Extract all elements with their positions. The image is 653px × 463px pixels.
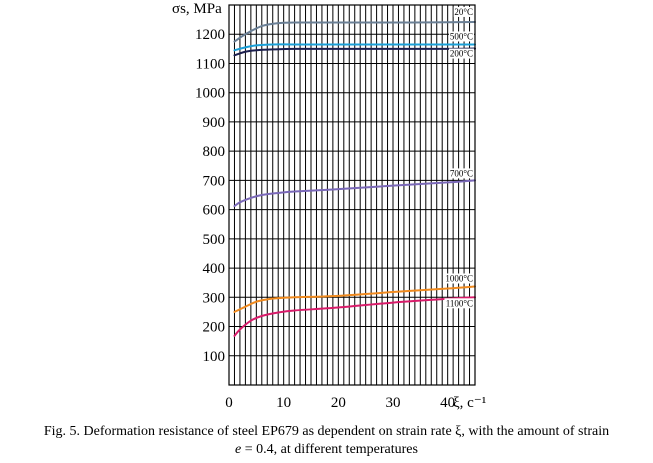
x-tick-labels: 0 10 20 30 40	[225, 395, 455, 411]
series-line	[233, 47, 476, 57]
y-tick-labels: 100 200 300 400 500 600 700 800 900 1000 1100 1200	[195, 27, 225, 365]
y-tick-label: 1000	[195, 86, 225, 102]
series-line	[233, 20, 476, 43]
x-tick-label: 30	[386, 395, 401, 411]
series-label-bg	[444, 273, 474, 284]
series-label-bg	[449, 48, 474, 59]
plot-frame	[228, 4, 476, 386]
x-tick-label: 40	[440, 395, 455, 411]
series-label: 20°C	[454, 7, 473, 17]
y-tick-label: 600	[203, 203, 226, 219]
series-label-bg	[449, 31, 474, 42]
caption-strain-variable: e	[235, 442, 242, 457]
y-tick-label: 400	[203, 261, 226, 277]
series-label-bg	[453, 6, 474, 17]
grid	[229, 5, 475, 385]
series-lines	[233, 20, 476, 337]
series-line	[233, 285, 476, 313]
x-tick-label: 20	[331, 395, 346, 411]
series-line	[233, 296, 476, 337]
x-tick-label: 10	[276, 395, 291, 411]
chart-svg: 100200300400500600700800900100011001200 …	[172, 1, 486, 411]
y-axis-label: σs, MPa	[172, 1, 222, 17]
x-axis-label: ξ, c⁻¹	[453, 395, 486, 411]
y-tick-label: 500	[203, 232, 226, 248]
y-tick-label: 100	[203, 349, 226, 365]
y-tick-label: 700	[203, 173, 226, 189]
series-label: 200°C	[450, 49, 473, 59]
y-tick-label: 800	[203, 144, 226, 160]
caption-line-1: Fig. 5. Deformation resistance of steel …	[43, 424, 610, 439]
series-line	[233, 43, 476, 52]
y-tick-label: 1100	[196, 56, 225, 72]
series-label: 700°C	[450, 168, 473, 178]
series-label-bg	[444, 298, 474, 309]
y-tick-label: 200	[203, 320, 226, 336]
series-label: 1100°C	[446, 298, 473, 308]
caption-line-2-rest: = 0.4, at different temperatures	[241, 442, 418, 457]
y-tick-label: 900	[203, 115, 226, 131]
series-labels: 20°C 500°C 200°C 700°C 1000°C 1100°C	[444, 6, 474, 309]
series-label-bg	[449, 168, 474, 179]
series-label: 1000°C	[445, 273, 473, 283]
chart-area: 100 200 300 400 500 600 700 800 900 1000 1100 1200 …	[172, 1, 486, 411]
x-tick-label: 0	[225, 395, 233, 411]
y-tick-label: 300	[203, 290, 226, 306]
caption-line-2: e = 0.4, at different temperatures	[0, 441, 653, 459]
y-tick-label: 1200	[195, 27, 225, 43]
series-label: 500°C	[450, 31, 473, 41]
series-line	[233, 179, 476, 208]
figure-caption: Fig. 5. Deformation resistance of steel …	[0, 423, 653, 459]
